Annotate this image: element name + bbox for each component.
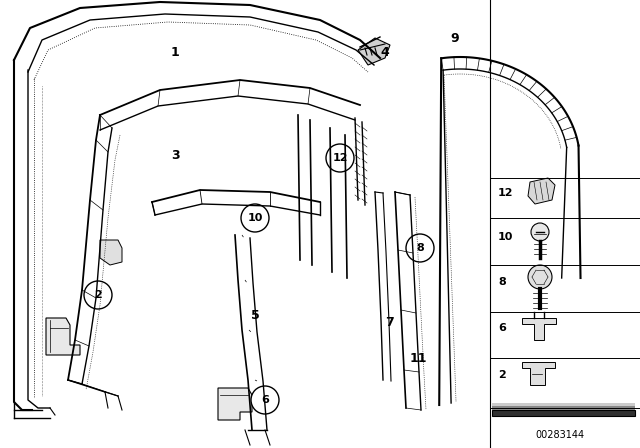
Circle shape — [241, 204, 269, 232]
Polygon shape — [358, 38, 390, 65]
Text: 8: 8 — [498, 277, 506, 287]
Circle shape — [251, 386, 279, 414]
Circle shape — [531, 223, 549, 241]
Text: 12: 12 — [332, 153, 348, 163]
Polygon shape — [218, 388, 252, 420]
Circle shape — [528, 265, 552, 289]
Circle shape — [84, 281, 112, 309]
Text: 11: 11 — [409, 352, 427, 365]
Polygon shape — [46, 318, 80, 355]
Circle shape — [406, 234, 434, 262]
Text: 10: 10 — [247, 213, 262, 223]
Text: 4: 4 — [381, 46, 389, 59]
Circle shape — [326, 144, 354, 172]
Text: 2: 2 — [94, 290, 102, 300]
Text: 6: 6 — [498, 323, 506, 333]
Polygon shape — [522, 318, 556, 340]
Text: 2: 2 — [498, 370, 506, 380]
Polygon shape — [492, 406, 635, 410]
Text: 00283144: 00283144 — [536, 430, 584, 440]
Polygon shape — [528, 178, 555, 204]
Text: 1: 1 — [171, 46, 179, 59]
Text: 3: 3 — [171, 148, 179, 161]
Text: 9: 9 — [451, 31, 460, 44]
Text: 6: 6 — [261, 395, 269, 405]
Text: 8: 8 — [416, 243, 424, 253]
Polygon shape — [492, 403, 635, 406]
Text: 5: 5 — [251, 309, 259, 322]
Text: 10: 10 — [498, 232, 513, 242]
Polygon shape — [100, 240, 122, 265]
Text: 12: 12 — [498, 188, 513, 198]
Text: 7: 7 — [386, 315, 394, 328]
Polygon shape — [522, 362, 555, 385]
Polygon shape — [492, 410, 635, 416]
